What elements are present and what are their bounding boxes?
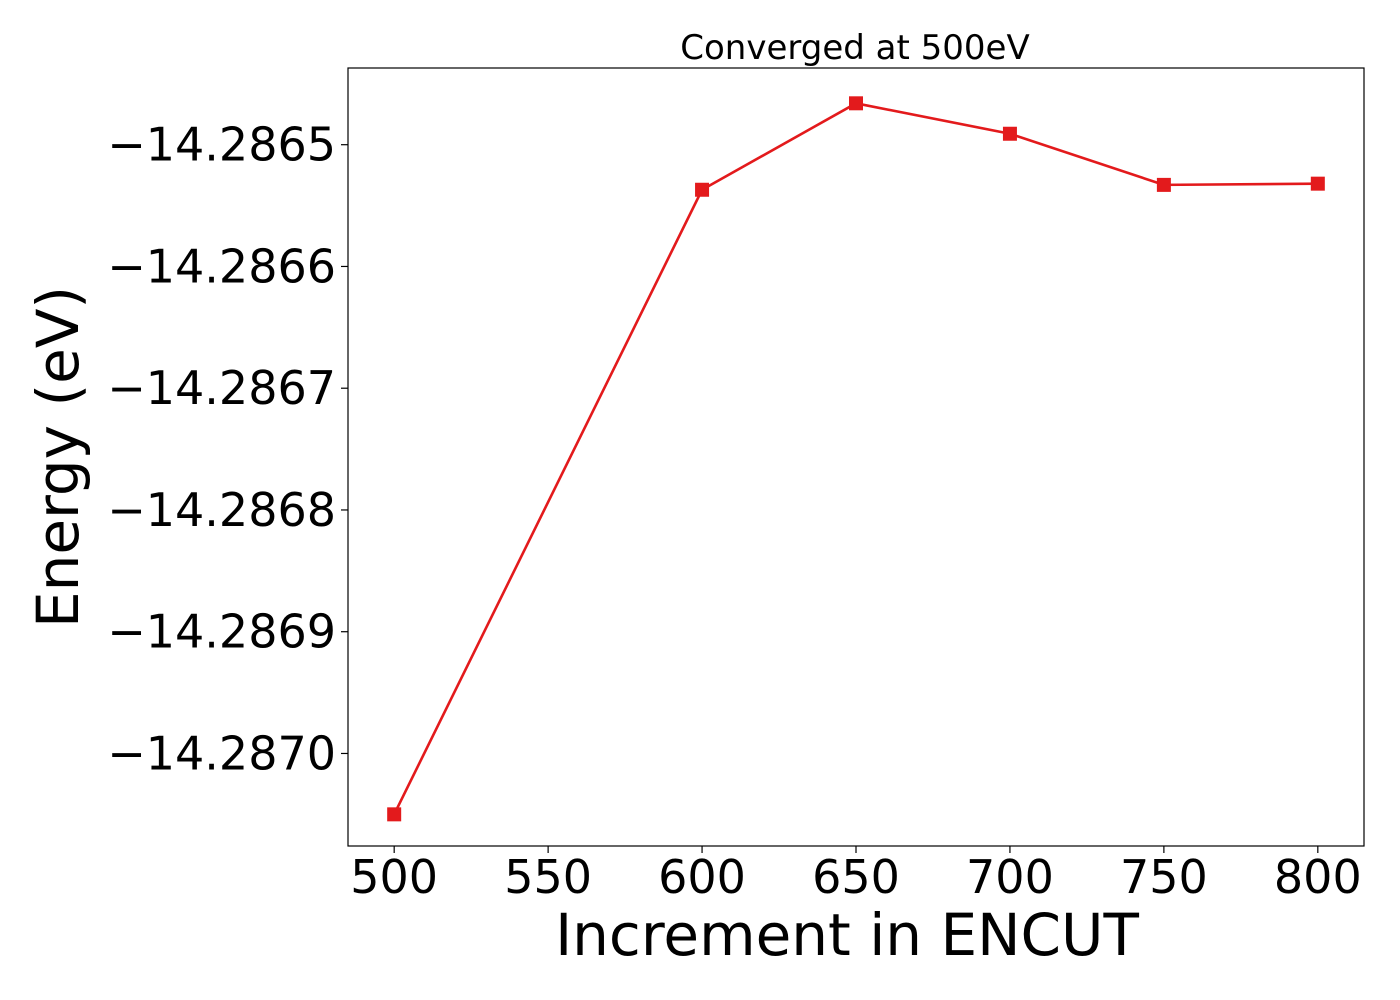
- y-tick-label: −14.2870: [107, 726, 336, 780]
- y-tick-label: −14.2865: [107, 118, 336, 172]
- chart-title: Converged at 500eV: [680, 28, 1029, 68]
- x-tick-label: 800: [1274, 850, 1362, 904]
- data-point-marker: [695, 182, 710, 197]
- x-tick-label: 550: [504, 850, 592, 904]
- x-axis-label: Increment in ENCUT: [555, 901, 1139, 969]
- x-tick-label: 750: [1120, 850, 1208, 904]
- y-axis-ticks: −14.2865 −14.2866 −14.2867 −14.2868 −14.2869…: [107, 118, 348, 780]
- data-point-marker: [387, 807, 402, 822]
- y-axis-label: Energy (eV): [24, 286, 92, 628]
- data-point-marker: [849, 96, 863, 111]
- x-tick-label: 650: [812, 850, 900, 904]
- y-tick-label: −14.2867: [107, 361, 336, 415]
- data-point-marker: [1156, 177, 1171, 192]
- data-point-marker: [1310, 176, 1325, 191]
- x-tick-label: 700: [966, 850, 1054, 904]
- plot-area: 500 550 600 650 700 750 800 −14.2865−14.2866−1…: [107, 67, 1365, 904]
- y-tick-label: −14.2869: [107, 605, 336, 659]
- x-tick-label: 500: [350, 850, 438, 904]
- x-axis-ticks: 500 550 600 650 700 750 800: [350, 846, 1362, 904]
- series-line: [393, 102, 1318, 815]
- data-point-marker: [1002, 126, 1017, 141]
- y-tick-label: −14.2866: [107, 239, 336, 293]
- x-tick-label: 600: [658, 850, 746, 904]
- y-tick-label: −14.2868: [107, 483, 336, 537]
- series-layer: [387, 96, 1325, 822]
